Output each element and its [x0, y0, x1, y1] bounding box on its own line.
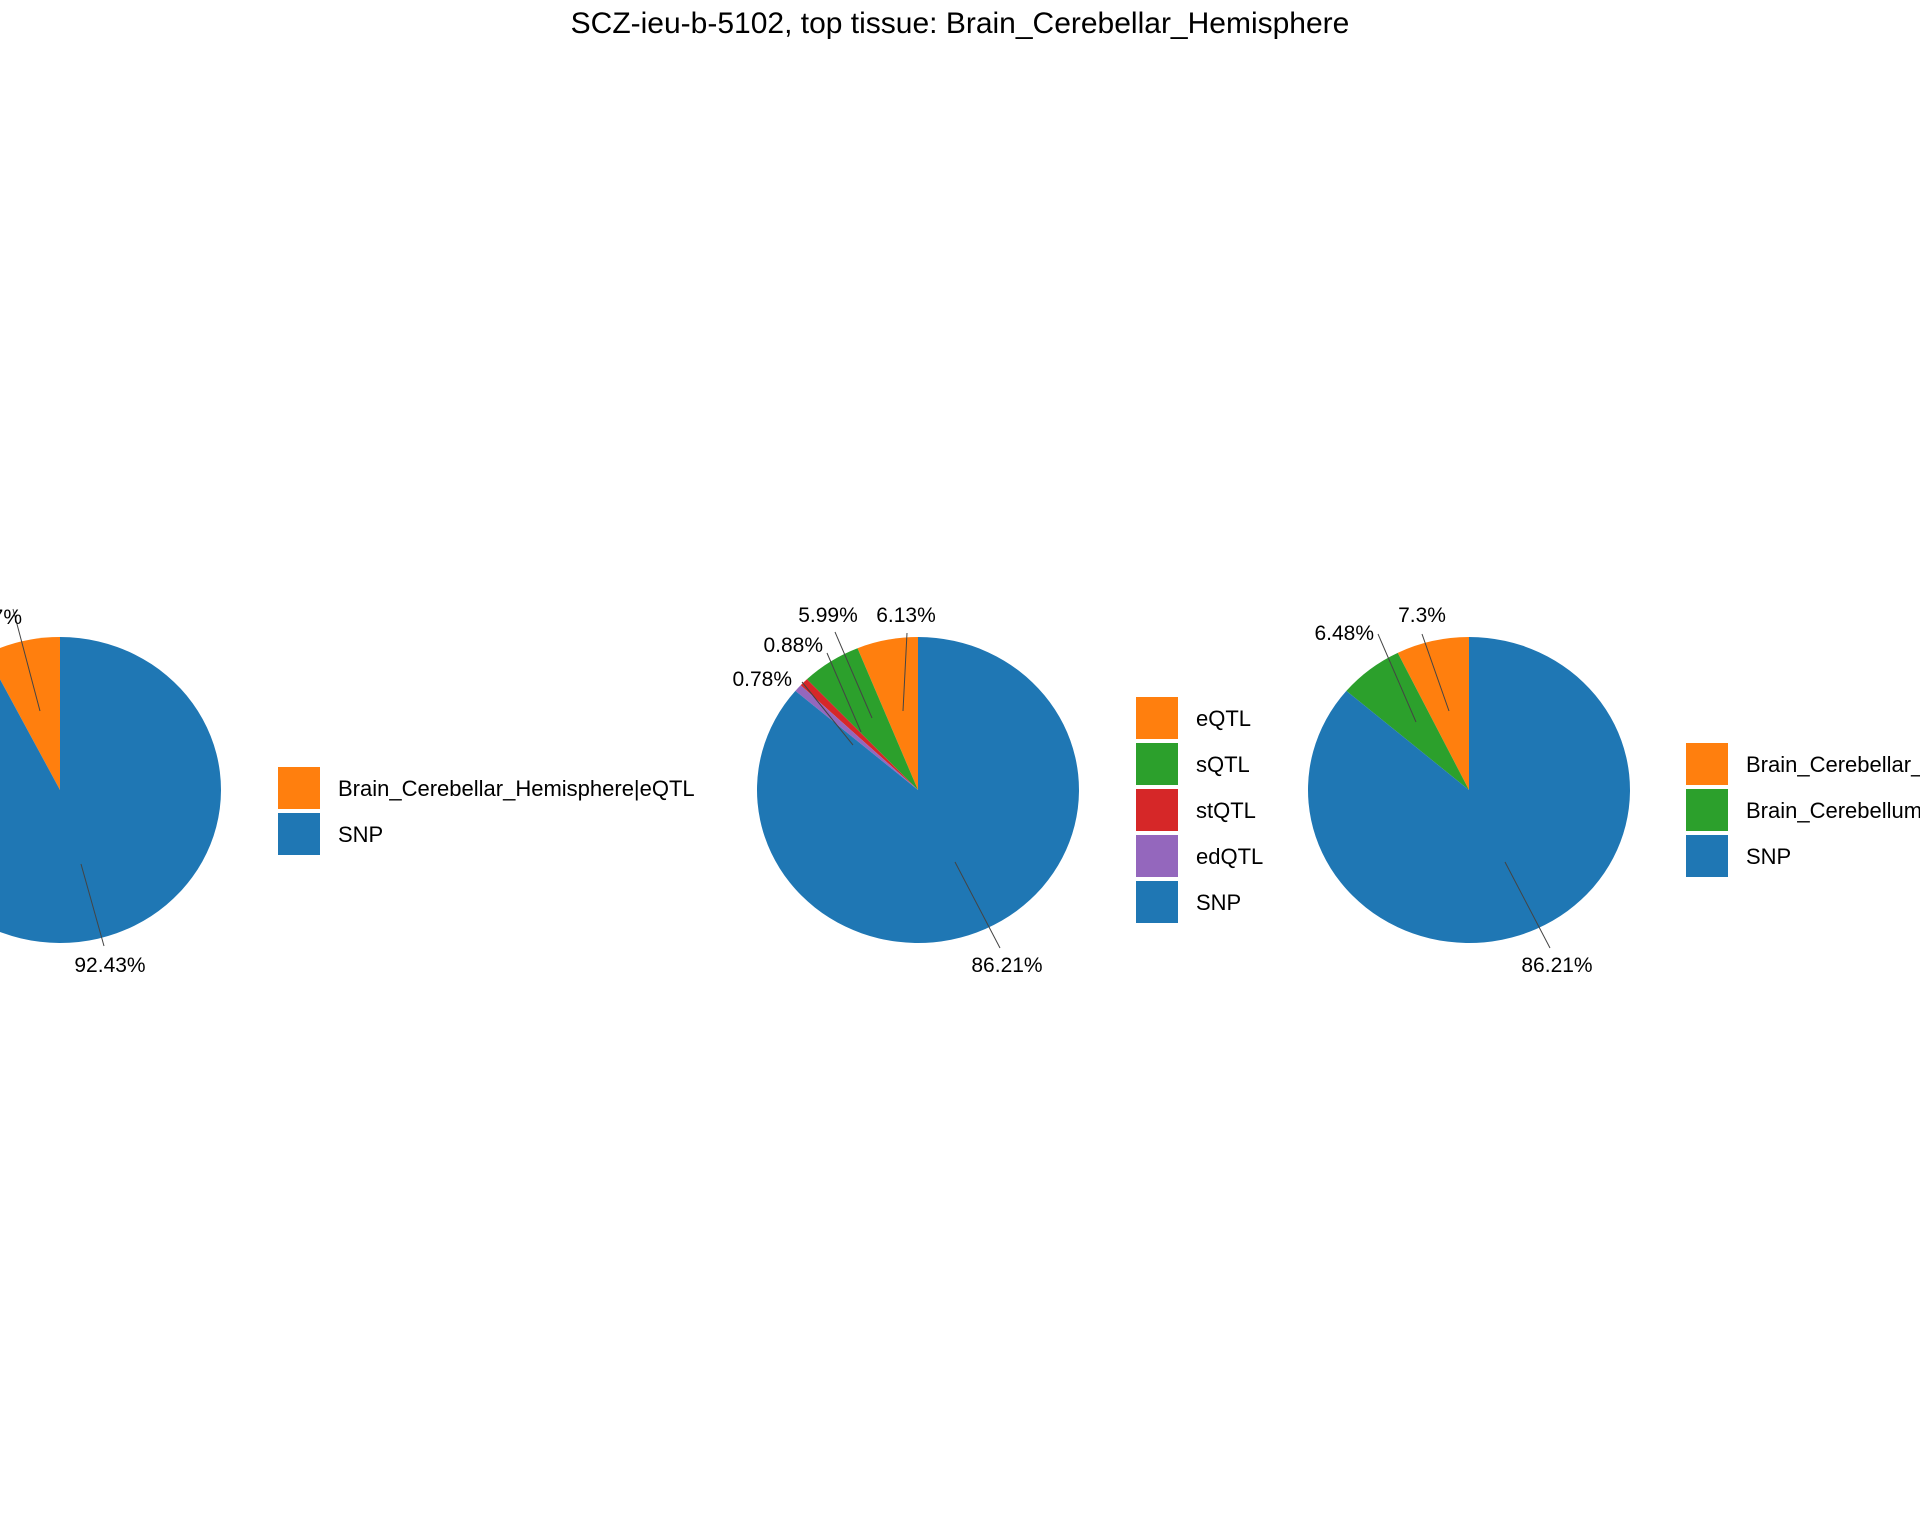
legend-label: SNP: [338, 822, 383, 847]
pie-percent-label: 5.99%: [798, 604, 858, 627]
legend-label: sQTL: [1196, 752, 1250, 777]
legend-label: SNP: [1196, 890, 1241, 915]
legend-3: Brain_Cerebellar_Hemisphere Brain_Cerebel…: [1686, 743, 1920, 877]
legend-swatch: [1136, 697, 1178, 739]
pie-percent-label: 0.88%: [763, 634, 823, 657]
pie-slice: [1397, 637, 1469, 790]
legend-label: Brain_Cerebellar_Hemisphere: [1746, 752, 1920, 777]
charts-group: 7.57% 92.43% Brain_Cerebellar_Hemisphere|e…: [0, 604, 1920, 977]
pie-chart-3: 7.3% 6.48% 86.21% Brain_Cerebellar_Hemisphe…: [1307, 604, 1920, 977]
legend-swatch: [278, 767, 320, 809]
pie-percent-label: 6.13%: [876, 604, 936, 627]
pie-percent-label: 86.21%: [971, 954, 1042, 977]
pie-slice: [1307, 637, 1630, 943]
pie-label-line: [902, 632, 908, 712]
legend-swatch: [1136, 881, 1178, 923]
pie-chart-2: 6.13%5.99%0.88%0.78%86.21%eQTLsQTLstQTLe…: [732, 604, 1263, 977]
pie-label-line: [1377, 633, 1417, 723]
legend-label: stQTL: [1196, 798, 1256, 823]
pie-label-line: [12, 608, 41, 712]
legend-label: Brain_Cerebellum: [1746, 798, 1920, 823]
legend-swatch: [1136, 789, 1178, 831]
legend-swatch: [1686, 743, 1728, 785]
pie-percent-label: 7.57%: [0, 606, 22, 629]
pie-slice: [756, 637, 1079, 943]
pie-chart-1: 7.57% 92.43% Brain_Cerebellar_Hemisphere|e…: [0, 606, 695, 977]
pie-label-line: [801, 681, 854, 746]
legend-label: SNP: [1746, 844, 1791, 869]
pie-slice: [0, 637, 221, 943]
pie-label-line: [1421, 633, 1450, 712]
pie-label-line: [826, 652, 862, 733]
legend-swatch: [1136, 743, 1178, 785]
pie-slice: [1346, 652, 1469, 790]
pie-percent-label: 0.78%: [732, 668, 792, 691]
legend-label: eQTL: [1196, 706, 1251, 731]
legend-label: Brain_Cerebellar_Hemisphere|eQTL: [338, 776, 695, 801]
legend-swatch: [1686, 789, 1728, 831]
pie-slice: [0, 637, 60, 790]
pie-slice: [800, 679, 918, 790]
legend-swatch: [1686, 835, 1728, 877]
pie-slice: [806, 648, 918, 790]
chart-title: SCZ-ieu-b-5102, top tissue: Brain_Cerebe…: [571, 7, 1350, 40]
legend-label: edQTL: [1196, 844, 1263, 869]
pie-label-line: [834, 631, 873, 719]
pie-label-line: [954, 861, 1001, 949]
pie-percent-label: 92.43%: [74, 954, 145, 977]
pie-label-line: [1504, 861, 1551, 949]
pie-slice: [857, 637, 918, 790]
legend-2: eQTL sQTL stQTL edQTL SNP: [1136, 697, 1263, 923]
legend-1: Brain_Cerebellar_Hemisphere|eQTL SNP: [278, 767, 695, 855]
legend-swatch: [278, 813, 320, 855]
legend-swatch: [1136, 835, 1178, 877]
pie-label-line: [80, 863, 105, 947]
pie-percent-label: 6.48%: [1314, 622, 1374, 645]
pie-percent-label: 86.21%: [1521, 954, 1592, 977]
pie-percent-label: 7.3%: [1398, 604, 1446, 627]
